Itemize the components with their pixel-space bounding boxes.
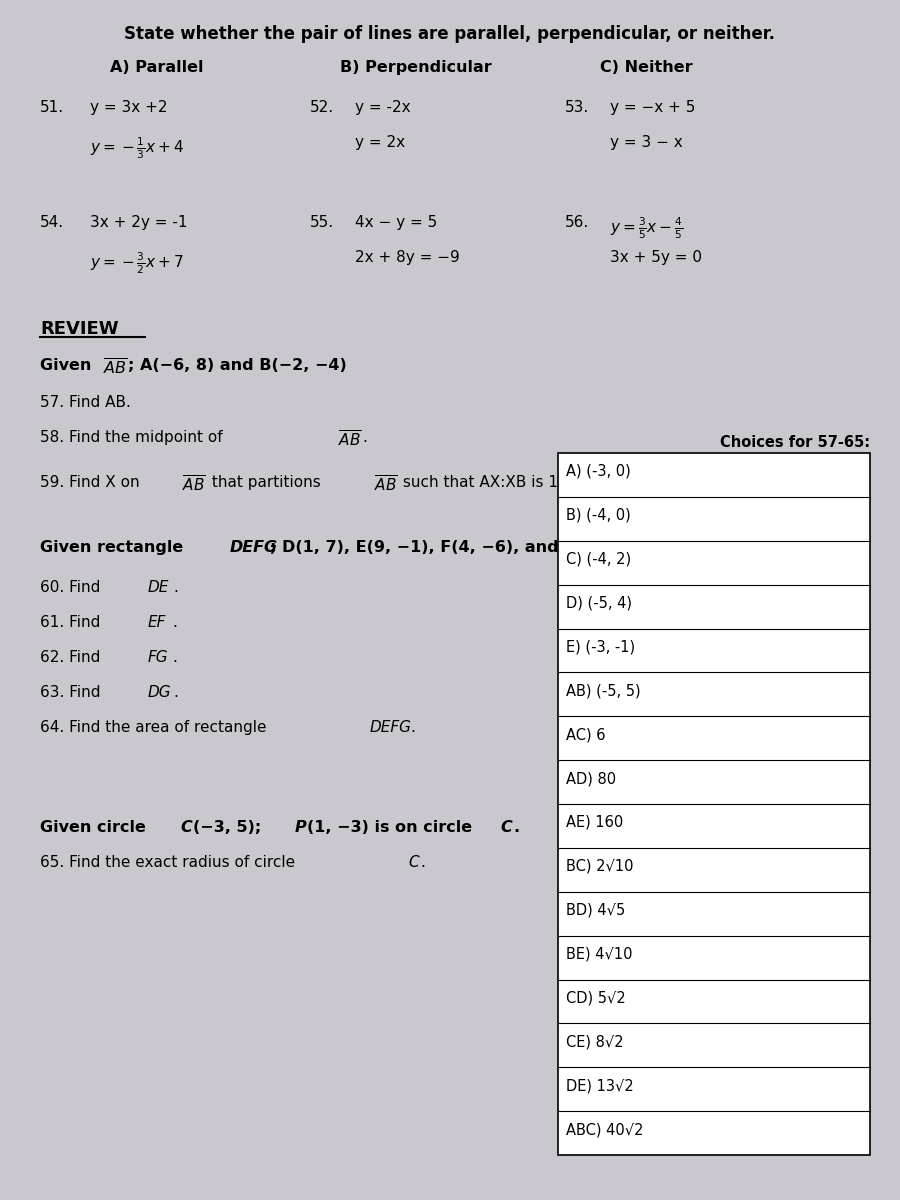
Text: 55.: 55.: [310, 215, 334, 230]
Text: Given rectangle: Given rectangle: [40, 540, 189, 554]
Text: such that AX:XB is 1:3.: such that AX:XB is 1:3.: [398, 475, 578, 490]
Text: AB) (-5, 5): AB) (-5, 5): [566, 683, 641, 698]
Text: BE) 4√10: BE) 4√10: [566, 947, 633, 961]
Text: DG: DG: [148, 685, 172, 700]
Text: 56.: 56.: [565, 215, 590, 230]
Bar: [558, 452, 870, 1154]
Text: 65. Find the exact radius of circle: 65. Find the exact radius of circle: [40, 854, 300, 870]
Text: 52.: 52.: [310, 100, 334, 115]
Text: (1, −3) is on circle: (1, −3) is on circle: [307, 820, 478, 835]
Text: ABC) 40√2: ABC) 40√2: [566, 1122, 644, 1138]
Text: BD) 4√5: BD) 4√5: [566, 902, 626, 918]
Text: REVIEW: REVIEW: [40, 320, 119, 338]
Text: (−3, 5);: (−3, 5);: [193, 820, 267, 835]
Text: DEFG: DEFG: [370, 720, 412, 734]
Text: Given circle: Given circle: [40, 820, 151, 835]
Text: 4x − y = 5: 4x − y = 5: [355, 215, 437, 230]
Text: .: .: [172, 650, 177, 665]
Text: 64. Find the area of rectangle: 64. Find the area of rectangle: [40, 720, 272, 734]
Text: 54.: 54.: [40, 215, 64, 230]
Text: A) Parallel: A) Parallel: [110, 60, 203, 74]
Text: B) (-4, 0): B) (-4, 0): [566, 508, 631, 523]
Text: CD) 5√2: CD) 5√2: [566, 990, 626, 1006]
Text: 59. Find X on: 59. Find X on: [40, 475, 145, 490]
Text: .: .: [420, 854, 425, 870]
Text: DE) 13√2: DE) 13√2: [566, 1079, 634, 1093]
Text: ; A(−6, 8) and B(−2, −4): ; A(−6, 8) and B(−2, −4): [128, 358, 346, 373]
Text: A) (-3, 0): A) (-3, 0): [566, 464, 631, 479]
Text: E) (-3, -1): E) (-3, -1): [566, 640, 635, 654]
Text: .: .: [172, 614, 177, 630]
Text: $\overline{AB}$: $\overline{AB}$: [103, 358, 128, 378]
Text: $\overline{AB}$: $\overline{AB}$: [182, 475, 206, 496]
Text: AE) 160: AE) 160: [566, 815, 623, 830]
Text: 63. Find: 63. Find: [40, 685, 105, 700]
Text: 61. Find: 61. Find: [40, 614, 105, 630]
Text: B) Perpendicular: B) Perpendicular: [340, 60, 491, 74]
Text: ; D(1, 7), E(9, −1), F(4, −6), and G(−4, 2).: ; D(1, 7), E(9, −1), F(4, −6), and G(−4,…: [270, 540, 645, 554]
Text: 60. Find: 60. Find: [40, 580, 105, 595]
Text: State whether the pair of lines are parallel, perpendicular, or neither.: State whether the pair of lines are para…: [124, 25, 776, 43]
Text: 58. Find the midpoint of: 58. Find the midpoint of: [40, 430, 228, 445]
Text: EF: EF: [148, 614, 166, 630]
Text: .: .: [410, 720, 415, 734]
Text: AD) 80: AD) 80: [566, 772, 617, 786]
Text: .: .: [173, 685, 178, 700]
Text: 2x + 8y = −9: 2x + 8y = −9: [355, 250, 460, 265]
Text: 57. Find AB.: 57. Find AB.: [40, 395, 130, 410]
Text: $y = \frac{3}{5}x - \frac{4}{5}$: $y = \frac{3}{5}x - \frac{4}{5}$: [610, 215, 683, 240]
Text: CE) 8√2: CE) 8√2: [566, 1034, 624, 1049]
Text: y = 2x: y = 2x: [355, 134, 405, 150]
Text: y = -2x: y = -2x: [355, 100, 410, 115]
Text: DE: DE: [148, 580, 169, 595]
Text: .: .: [362, 430, 367, 445]
Text: C) (-4, 2): C) (-4, 2): [566, 552, 631, 566]
Text: y = 3 − x: y = 3 − x: [610, 134, 683, 150]
Text: .: .: [513, 820, 519, 835]
Text: $\overline{AB}$: $\overline{AB}$: [338, 430, 362, 450]
Text: C: C: [408, 854, 418, 870]
Text: Choices for 57-65:: Choices for 57-65:: [720, 434, 870, 450]
Text: y = 3x +2: y = 3x +2: [90, 100, 167, 115]
Text: 62. Find: 62. Find: [40, 650, 105, 665]
Text: 53.: 53.: [565, 100, 590, 115]
Text: .: .: [173, 580, 178, 595]
Text: $\overline{AB}$: $\overline{AB}$: [374, 475, 398, 496]
Text: y = −x + 5: y = −x + 5: [610, 100, 696, 115]
Text: C) Neither: C) Neither: [600, 60, 693, 74]
Text: P: P: [295, 820, 307, 835]
Text: Given: Given: [40, 358, 97, 373]
Text: 3x + 5y = 0: 3x + 5y = 0: [610, 250, 702, 265]
Text: 3x + 2y = -1: 3x + 2y = -1: [90, 215, 187, 230]
Text: $y = -\frac{3}{2}x + 7$: $y = -\frac{3}{2}x + 7$: [90, 250, 184, 276]
Text: that partitions: that partitions: [207, 475, 326, 490]
Text: $y = -\frac{1}{3}x + 4$: $y = -\frac{1}{3}x + 4$: [90, 134, 184, 161]
Text: DEFG: DEFG: [230, 540, 278, 554]
Text: 51.: 51.: [40, 100, 64, 115]
Text: FG: FG: [148, 650, 168, 665]
Text: D) (-5, 4): D) (-5, 4): [566, 595, 632, 611]
Text: C: C: [500, 820, 512, 835]
Text: C: C: [180, 820, 192, 835]
Text: AC) 6: AC) 6: [566, 727, 606, 743]
Text: BC) 2√10: BC) 2√10: [566, 859, 634, 874]
